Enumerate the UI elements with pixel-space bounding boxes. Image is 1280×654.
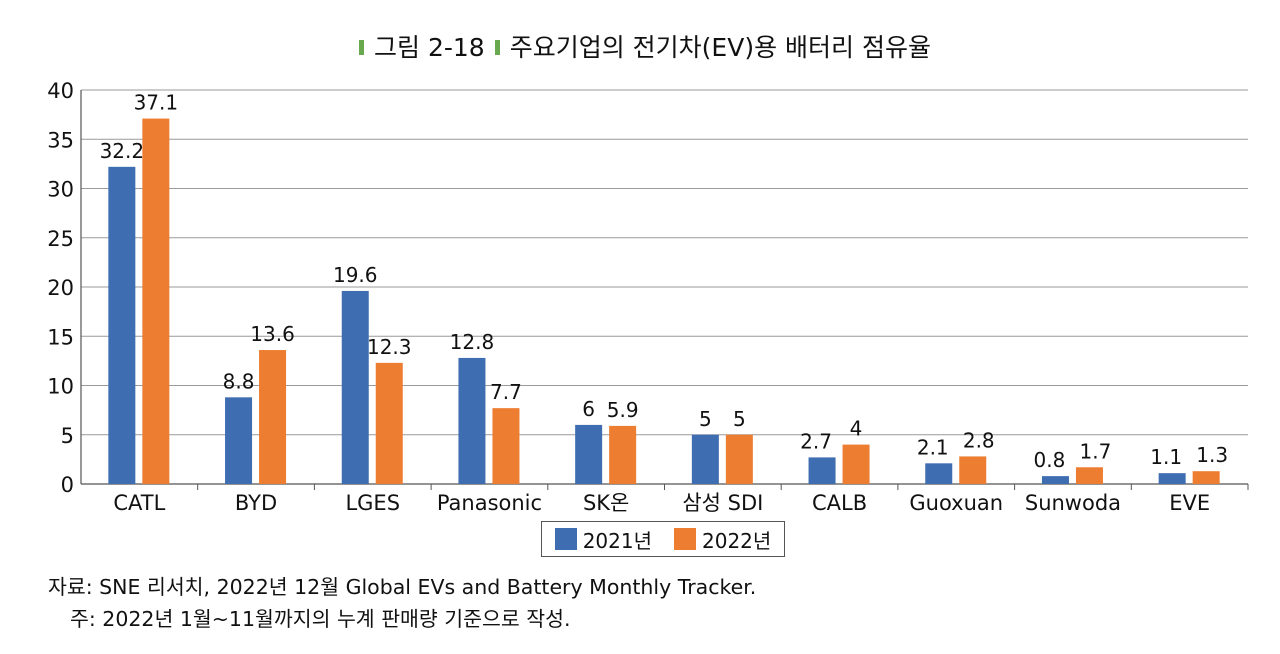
bar-2022년 [375, 362, 403, 484]
bar-2021년 [458, 357, 486, 484]
data-label: 7.7 [490, 380, 522, 404]
bar-2022년 [492, 408, 520, 484]
bar-2022년 [959, 456, 987, 484]
y-tick-label: 10 [47, 375, 74, 399]
bar-2022년 [259, 350, 287, 484]
y-tick-label: 35 [47, 128, 74, 152]
data-label: 1.7 [1080, 439, 1112, 463]
data-label: 4 [850, 417, 863, 441]
bar-2021년 [691, 434, 719, 484]
data-label: 13.6 [250, 322, 295, 346]
x-tick-label: CATL [113, 491, 165, 515]
bar-2021년 [575, 424, 603, 484]
data-label: 19.6 [333, 263, 378, 287]
y-tick-label: 15 [47, 325, 74, 349]
bar-2022년 [842, 444, 870, 484]
x-tick-label: BYD [235, 491, 277, 515]
bar-2021년 [1041, 476, 1069, 484]
data-label: 2.8 [963, 428, 995, 452]
data-label: 1.3 [1196, 443, 1228, 467]
y-tick-label: 40 [47, 79, 74, 103]
chart-title: 그림 2-18 주요기업의 전기차(EV)용 배터리 점유율 [0, 28, 1280, 64]
data-label: 8.8 [223, 369, 255, 393]
data-label: 0.8 [1034, 448, 1066, 472]
bar-2021년 [1158, 473, 1186, 484]
x-tick-label: Guoxuan [909, 491, 1003, 515]
bar-2021년 [108, 166, 136, 484]
data-label: 37.1 [134, 91, 179, 115]
bar-2022년 [609, 425, 637, 484]
bar-2021년 [341, 290, 369, 484]
data-label: 6 [582, 397, 595, 421]
bar-2021년 [808, 457, 836, 484]
data-label: 12.3 [367, 335, 412, 359]
x-tick-label: Panasonic [437, 491, 542, 515]
bar-2021년 [925, 463, 953, 484]
legend-item-2021: 2021년 [554, 525, 652, 554]
y-tick-label: 30 [47, 178, 74, 202]
legend-swatch-2022 [674, 528, 696, 550]
bar-2022년 [1075, 467, 1103, 484]
x-tick-label: SK온 [583, 491, 629, 515]
legend-label-2021: 2021년 [582, 528, 652, 553]
legend-swatch-2021 [554, 528, 577, 550]
chart-legend: 2021년 2022년 [541, 521, 785, 557]
legend-item-2022: 2022년 [674, 525, 771, 554]
x-tick-label: CALB [812, 491, 867, 515]
data-label: 12.8 [450, 330, 495, 354]
source-note: 자료: SNE 리서치, 2022년 12월 Global EVs and Ba… [48, 575, 757, 599]
bar-2022년 [142, 118, 170, 484]
data-label: 2.7 [800, 429, 832, 453]
footnote: 주: 2022년 1월~11월까지의 누계 판매량 기준으로 작성. [70, 607, 571, 631]
figure-title: 주요기업의 전기차(EV)용 배터리 점유율 [509, 33, 931, 62]
data-label: 2.1 [917, 435, 949, 459]
x-tick-label: Sunwoda [1025, 491, 1121, 515]
title-marker-icon [359, 40, 365, 55]
y-tick-label: 25 [47, 227, 74, 251]
data-label: 5.9 [607, 398, 639, 422]
legend-label-2022: 2022년 [702, 528, 772, 553]
data-label: 5 [699, 407, 712, 431]
x-tick-label: LGES [345, 491, 400, 515]
figure-notes: 자료: SNE 리서치, 2022년 12월 Global EVs and Ba… [48, 571, 756, 635]
title-marker-icon [494, 40, 500, 55]
y-tick-label: 20 [47, 276, 74, 300]
bar-2021년 [225, 397, 253, 484]
data-label: 1.1 [1150, 445, 1182, 469]
figure-number: 그림 2-18 [374, 33, 485, 62]
y-tick-label: 5 [61, 424, 74, 448]
x-tick-label: 삼성 SDI [682, 491, 763, 515]
data-label: 5 [733, 407, 746, 431]
data-label: 32.2 [100, 139, 145, 163]
bar-2022년 [1192, 471, 1220, 484]
y-tick-label: 0 [61, 473, 74, 497]
bar-2022년 [725, 434, 753, 484]
x-tick-label: EVE [1169, 491, 1210, 515]
